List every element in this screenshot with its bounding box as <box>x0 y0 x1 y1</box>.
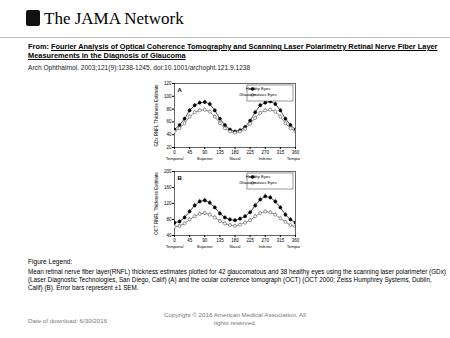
html-text:The JAMA Network: The JAMA Network <box>44 9 184 28</box>
svg-text:225: 225 <box>246 150 254 155</box>
svg-text:A: A <box>178 87 183 93</box>
svg-text:315: 315 <box>277 150 285 155</box>
svg-text:Nasal: Nasal <box>230 156 241 161</box>
svg-text:Temporal: Temporal <box>287 156 300 161</box>
svg-text:270: 270 <box>261 150 269 155</box>
svg-text:Temporal: Temporal <box>166 244 184 249</box>
html-text:From: Fourier Analysis of Opti: From: Fourier Analysis of Optical Cohere… <box>28 42 438 60</box>
svg-text:360: 360 <box>292 238 300 243</box>
svg-text:40: 40 <box>166 233 172 238</box>
svg-text:OCT RNFL Thickness Estimate: OCT RNFL Thickness Estimate <box>154 172 159 235</box>
svg-text:60: 60 <box>166 119 172 124</box>
svg-text:90: 90 <box>202 150 208 155</box>
svg-text:Nasal: Nasal <box>230 244 241 249</box>
svg-text:225: 225 <box>246 238 254 243</box>
svg-text:Glaucomatous Eyes: Glaucomatous Eyes <box>239 180 276 185</box>
svg-text:135: 135 <box>216 150 224 155</box>
svg-text:Superior: Superior <box>197 156 214 161</box>
svg-text:315: 315 <box>277 238 285 243</box>
svg-text:180: 180 <box>231 150 239 155</box>
svg-text:80: 80 <box>166 217 172 222</box>
svg-text:Temporal: Temporal <box>166 156 184 161</box>
html-text:Copyright © 2016 American Medi: Copyright © 2016 American Medical Associ… <box>164 311 306 326</box>
svg-text:20: 20 <box>166 145 172 150</box>
svg-text:40: 40 <box>166 132 172 137</box>
svg-text:Healthy Eyes: Healthy Eyes <box>246 174 271 179</box>
svg-text:GDx RNFL Thickness Estimate: GDx RNFL Thickness Estimate <box>154 84 159 147</box>
svg-text:45: 45 <box>187 238 193 243</box>
svg-text:Inferior: Inferior <box>259 156 273 161</box>
svg-text:Superior: Superior <box>197 244 214 249</box>
svg-text:80: 80 <box>166 107 172 112</box>
svg-text:45: 45 <box>187 150 193 155</box>
html-text:Date of download: 6/30/2016: Date of download: 6/30/2016 <box>28 317 108 324</box>
svg-text:360: 360 <box>292 150 300 155</box>
svg-text:180: 180 <box>231 238 239 243</box>
svg-text:120: 120 <box>164 81 172 86</box>
svg-text:120: 120 <box>164 201 172 206</box>
svg-text:200: 200 <box>164 169 172 174</box>
svg-text:Temporal: Temporal <box>287 244 300 249</box>
svg-text:135: 135 <box>216 238 224 243</box>
svg-text:100: 100 <box>164 94 172 99</box>
svg-text:160: 160 <box>164 185 172 190</box>
svg-text:Inferior: Inferior <box>259 244 273 249</box>
svg-text:B: B <box>178 175 183 181</box>
svg-text:0: 0 <box>173 238 176 243</box>
html-text:Figure Legend:: Figure Legend: <box>28 258 73 265</box>
svg-text:Glaucomatous Eyes: Glaucomatous Eyes <box>239 92 276 97</box>
html-text:Mean retinal nerve fiber layer: Mean retinal nerve fiber layer(RNFL) thi… <box>28 268 446 291</box>
svg-text:90: 90 <box>202 238 208 243</box>
html-text:Arch Ophthalmol. 2003;121(9):1: Arch Ophthalmol. 2003;121(9):1238-1245. … <box>28 64 251 71</box>
svg-text:270: 270 <box>261 238 269 243</box>
svg-text:Healthy Eyes: Healthy Eyes <box>246 86 271 91</box>
svg-text:0: 0 <box>173 150 176 155</box>
